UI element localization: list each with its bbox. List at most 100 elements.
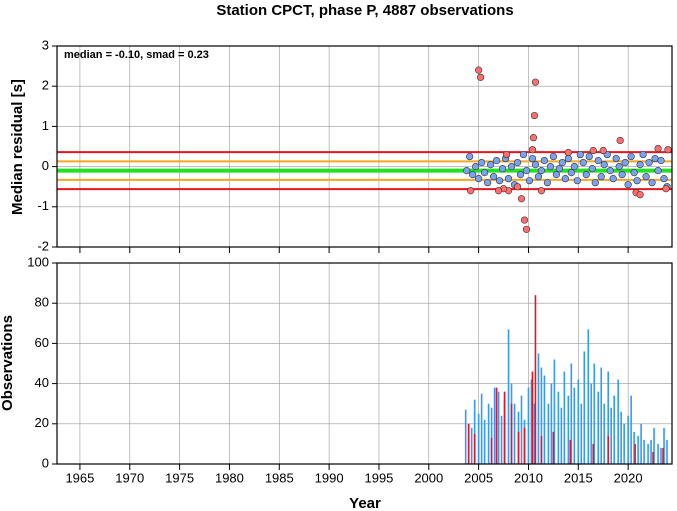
y-tick-label: 0 <box>42 158 49 173</box>
bar <box>470 427 473 464</box>
plot-frame <box>56 262 673 465</box>
point <box>576 150 584 159</box>
bar <box>663 427 665 464</box>
point <box>489 173 498 181</box>
y-tick-label: 0 <box>42 455 49 470</box>
annotation: median = -0.10, smad = 0.23 <box>64 49 209 61</box>
bar <box>550 383 553 464</box>
plot-frame <box>56 45 673 248</box>
point <box>517 195 526 203</box>
y-tick-label: 100 <box>27 254 49 269</box>
point <box>475 175 483 183</box>
point <box>582 171 590 179</box>
bar <box>490 407 493 464</box>
bar <box>490 437 493 464</box>
bar <box>520 395 523 464</box>
bar <box>483 419 486 464</box>
y-tick-label: 20 <box>35 415 49 430</box>
x-tick-label: 1975 <box>165 470 194 485</box>
x-tick-label: 2015 <box>564 470 593 485</box>
bar <box>540 435 543 464</box>
bar <box>537 353 540 464</box>
point <box>618 171 626 179</box>
point <box>495 177 504 185</box>
point <box>531 160 540 169</box>
point <box>606 167 614 175</box>
point <box>597 173 605 181</box>
point <box>633 177 641 185</box>
bar <box>592 443 595 464</box>
bar <box>510 403 513 464</box>
bar <box>633 431 635 464</box>
point <box>564 154 572 163</box>
y-tick-label: 80 <box>35 295 49 310</box>
y-tick-label: 40 <box>35 375 49 390</box>
point <box>564 148 572 157</box>
bar <box>563 371 566 464</box>
bar <box>627 415 629 464</box>
bar <box>603 403 606 464</box>
bar <box>620 411 622 464</box>
point <box>657 156 665 165</box>
point <box>651 154 659 163</box>
point <box>528 154 537 163</box>
bar <box>613 395 615 464</box>
bar <box>480 393 483 464</box>
point <box>660 175 668 183</box>
point <box>573 177 581 185</box>
point <box>579 158 587 167</box>
point <box>558 158 566 167</box>
bar <box>477 413 480 464</box>
point <box>513 158 522 167</box>
bar <box>464 409 467 464</box>
bar <box>493 387 496 464</box>
bar <box>552 431 555 464</box>
x-tick-label: 1995 <box>364 470 393 485</box>
bar <box>467 423 470 464</box>
bar <box>650 439 652 464</box>
bar <box>473 433 476 464</box>
point <box>529 134 538 142</box>
point <box>546 163 554 171</box>
point <box>612 154 620 163</box>
point <box>522 225 531 233</box>
point <box>662 185 670 193</box>
point <box>498 165 507 173</box>
point <box>552 171 560 179</box>
point <box>519 150 528 159</box>
point <box>616 136 624 145</box>
point <box>528 146 537 154</box>
bar <box>573 387 576 464</box>
point <box>664 146 672 154</box>
bar <box>557 391 560 464</box>
bar <box>617 379 619 464</box>
bar <box>517 431 520 464</box>
x-tick-label: 2010 <box>514 470 543 485</box>
bar <box>607 435 610 464</box>
bar <box>540 367 543 464</box>
y-tick-label: -1 <box>37 198 49 213</box>
y-tick-label: -2 <box>37 238 49 253</box>
point <box>516 171 525 179</box>
bar <box>607 371 610 464</box>
bar <box>495 387 498 464</box>
point <box>477 73 485 81</box>
bar <box>637 435 639 464</box>
x-tick-label: 2020 <box>614 470 643 485</box>
bar <box>647 443 649 464</box>
bar <box>527 387 530 464</box>
point <box>627 152 635 161</box>
x-axis-label: Year <box>349 495 381 511</box>
point <box>594 156 602 165</box>
bar <box>657 443 659 464</box>
point <box>469 171 477 179</box>
bar <box>513 403 516 464</box>
point <box>599 146 607 155</box>
point <box>615 163 623 171</box>
bar <box>577 379 580 464</box>
y-tick-label: 3 <box>42 37 49 52</box>
point <box>513 183 522 191</box>
point <box>591 179 599 187</box>
point <box>543 179 552 187</box>
bar <box>473 399 476 464</box>
